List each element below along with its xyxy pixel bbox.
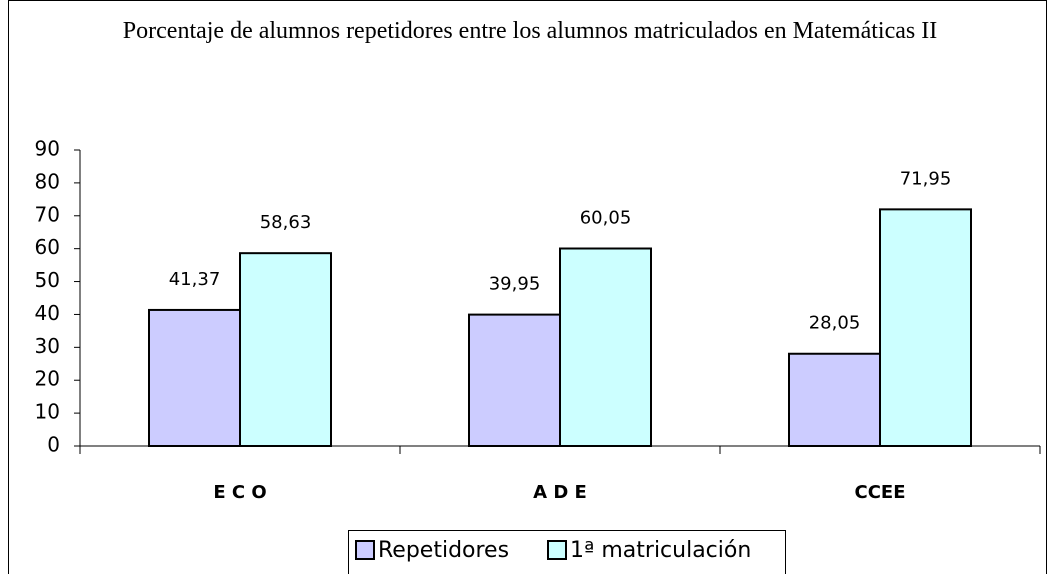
bar	[559, 247, 652, 447]
bar	[148, 308, 241, 447]
value-label: 71,95	[900, 168, 952, 189]
value-label: 39,95	[489, 274, 541, 295]
bar	[879, 208, 972, 447]
legend-swatch	[547, 540, 567, 560]
value-label: 28,05	[809, 313, 861, 334]
bar	[239, 252, 332, 447]
legend-swatch	[355, 540, 375, 560]
bar	[788, 352, 881, 448]
y-tick-label: 90	[35, 137, 60, 161]
value-label: 60,05	[580, 208, 632, 229]
y-tick-label: 20	[35, 367, 60, 391]
chart-frame	[8, 0, 1047, 574]
y-tick-label: 60	[35, 235, 60, 259]
chart-title: Porcentaje de alumnos repetidores entre …	[122, 18, 938, 44]
value-label: 58,63	[260, 212, 312, 233]
bar	[468, 313, 561, 447]
y-tick-label: 0	[47, 433, 60, 457]
x-tick-label: A D E	[533, 482, 587, 503]
y-tick-label: 80	[35, 169, 60, 193]
y-tick-label: 40	[35, 301, 60, 325]
x-tick-label: CCEE	[854, 482, 905, 503]
y-tick-label: 10	[35, 400, 60, 424]
x-tick-label: E C O	[213, 482, 266, 503]
legend-label: Repetidores	[378, 538, 509, 563]
legend-label: 1ª matriculación	[570, 538, 751, 563]
y-tick-label: 50	[35, 268, 60, 292]
y-tick-label: 30	[35, 334, 60, 358]
y-tick-label: 70	[35, 202, 60, 226]
value-label: 41,37	[169, 269, 221, 290]
